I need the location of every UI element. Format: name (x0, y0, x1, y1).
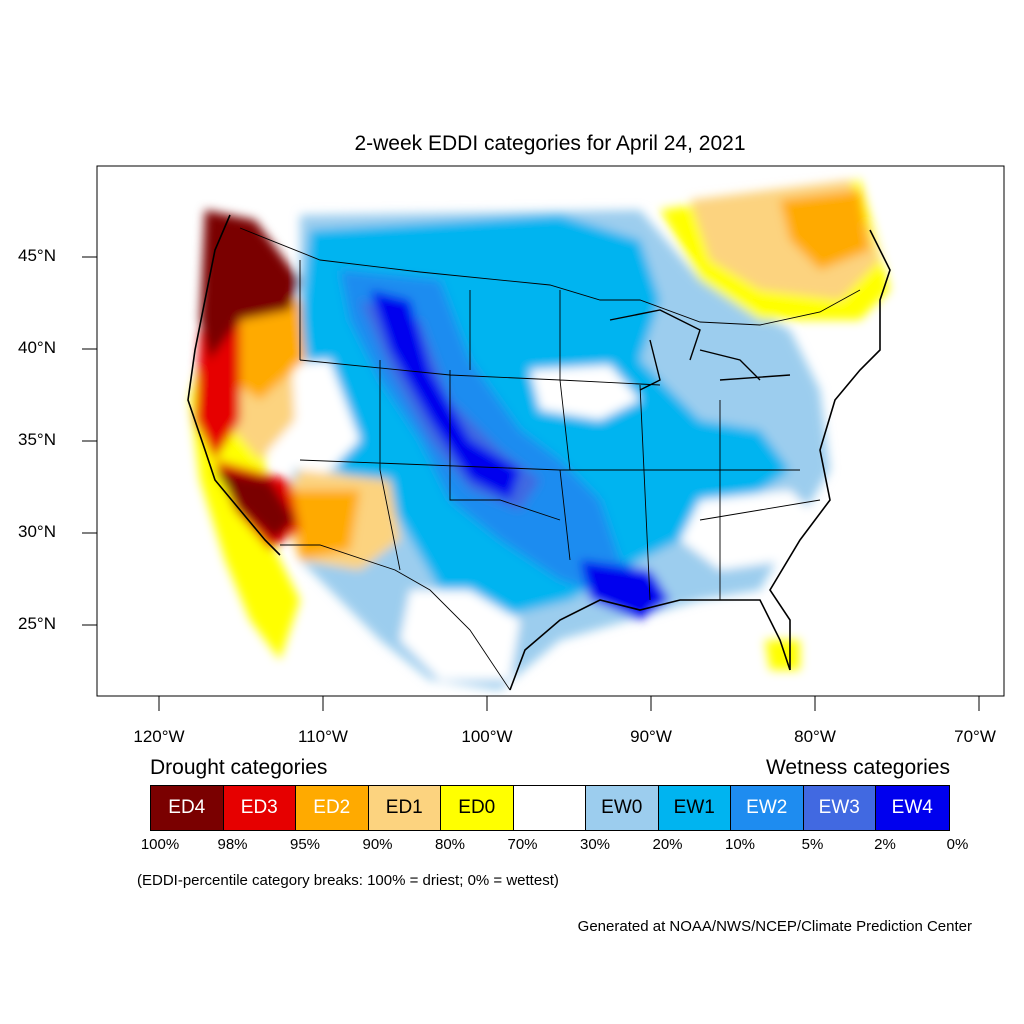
percentile-label: 20% (652, 836, 683, 853)
region-normal-texas (400, 590, 520, 680)
percentile-label: 5% (801, 836, 824, 853)
drought-heading: Drought categories (150, 756, 328, 779)
region-ed4-northwest (200, 210, 300, 360)
legend-swatch-ed2: ED2 (296, 786, 369, 830)
region-ew4 (370, 290, 520, 500)
percentile-label: 10% (724, 836, 756, 853)
region-normal-southeast (680, 490, 820, 570)
lat-ticks (82, 256, 97, 626)
lon-label-80: 80°W (794, 727, 836, 746)
category-note: (EDDI-percentile category breaks: 100% =… (137, 872, 559, 889)
lon-label-120: 120°W (133, 727, 185, 746)
region-ed0-florida (765, 640, 800, 670)
lat-label-40: 40°N (18, 338, 56, 357)
map-frame (96, 165, 1005, 697)
legend-swatch-ed0: ED0 (441, 786, 514, 830)
legend-swatch-ed3: ED3 (223, 786, 296, 830)
map-title: 2-week EDDI categories for April 24, 202… (354, 132, 746, 155)
legend-swatch-ew0: EW0 (586, 786, 659, 830)
percentile-label: 95% (289, 836, 321, 853)
region-ed4-southwest (215, 470, 295, 540)
mexico-border (280, 544, 511, 691)
lat-label-35: 35°N (18, 430, 56, 449)
legend-swatch-ew2: EW2 (731, 786, 804, 830)
lon-ticks (158, 696, 980, 711)
lat-label-30: 30°N (18, 522, 56, 541)
lon-label-110: 110°W (298, 727, 348, 746)
lat-label-45: 45°N (18, 246, 56, 265)
legend-swatch-ed4: ED4 (151, 786, 224, 830)
percentile-label: 30% (579, 836, 611, 853)
legend-swatch-normal (513, 786, 586, 830)
percentile-label: 80% (434, 836, 466, 853)
region-ew4-gulf (580, 560, 670, 620)
lon-label-70: 70°W (954, 727, 996, 746)
lon-label-90: 90°W (630, 727, 672, 746)
legend-swatch-ew3: EW3 (803, 786, 876, 830)
lon-label-100: 100°W (461, 727, 513, 746)
great-lakes (609, 309, 791, 391)
region-ed2-northeast (780, 190, 870, 270)
legend-swatch-ed1: ED1 (368, 786, 441, 830)
category-legend: ED4 ED3 ED2 ED1 ED0 EW0 EW1 EW2 EW3 EW4 (150, 785, 950, 831)
wetness-heading: Wetness categories (765, 756, 950, 779)
lat-label-25: 25°N (18, 614, 56, 633)
percentile-label: 98% (217, 836, 248, 853)
legend-swatch-ew4: EW4 (876, 786, 949, 830)
canada-border (239, 227, 861, 326)
west-coast (187, 214, 281, 556)
east-coast (769, 229, 891, 670)
legend-swatch-ew1: EW1 (658, 786, 731, 830)
percentile-label: 90% (362, 836, 393, 853)
percentile-label: 2% (874, 836, 896, 853)
region-ed2-southwest (290, 490, 360, 560)
region-ed3-west (195, 320, 240, 460)
state-lines (299, 260, 821, 601)
category-fill-layer (190, 180, 890, 690)
percentile-label: 70% (507, 836, 538, 853)
region-normal-plains (530, 365, 640, 420)
gulf-coast (509, 599, 791, 691)
percentile-label: 100% (140, 836, 180, 853)
boundary-lines (187, 214, 891, 691)
credit-line: Generated at NOAA/NWS/NCEP/Climate Predi… (577, 918, 972, 935)
percentile-label: 0% (946, 836, 969, 853)
